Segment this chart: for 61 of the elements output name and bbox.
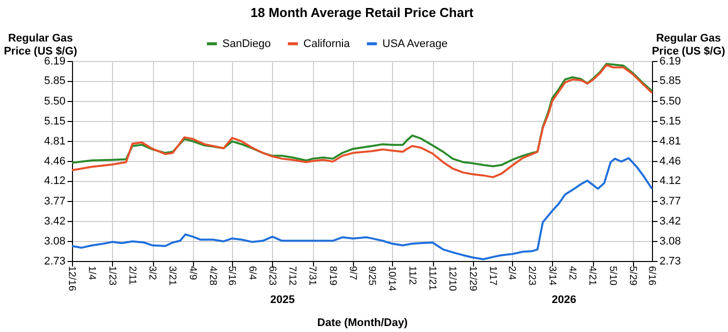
- legend-label: SanDiego: [222, 38, 271, 50]
- y-tick-label: 4.12: [44, 175, 66, 188]
- x-tick-label: 5/29: [626, 266, 638, 286]
- x-tick-label: 11/21: [426, 266, 438, 291]
- x-tick-label: 12/29: [466, 266, 478, 292]
- x-tick-label: 11/2: [406, 266, 418, 286]
- y-axis-title: Regular Gas Price (US $/G): [4, 32, 78, 58]
- y2-tick-label: 6.19: [660, 56, 681, 68]
- text: 2025: [270, 294, 295, 306]
- x-tick-label: 9/7: [346, 266, 358, 280]
- x-tick-label: 3/14: [546, 266, 558, 286]
- x-tick-label: 10/14: [386, 266, 398, 292]
- y2-tick-label: 4.12: [660, 175, 681, 188]
- x-tick-label: 12/10: [446, 266, 458, 292]
- x-tick-label: 6/4: [246, 266, 258, 280]
- x-tick-label: 7/12: [286, 266, 298, 286]
- x-tick-label: 8/19: [326, 266, 338, 286]
- x-tick-label: 2/11: [126, 266, 138, 286]
- x-tick-label: 2/4: [506, 266, 518, 280]
- x-tick-label: 4/21: [586, 266, 598, 286]
- x-tick-label: 4/2: [566, 266, 578, 280]
- y2-tick-label: 5.50: [660, 95, 681, 108]
- y2-tick-label: 3.77: [660, 195, 681, 208]
- y-tick-label: 6.19: [44, 56, 66, 68]
- x-tick-label: 3/2: [146, 266, 158, 280]
- y-tick-label: 3.42: [44, 216, 66, 228]
- x-tick-label: 7/31: [306, 266, 318, 286]
- y2-tick-label: 5.15: [660, 116, 681, 128]
- y2-tick-label: 4.81: [660, 135, 681, 148]
- legend-label: California: [303, 38, 351, 50]
- x-tick-label: 1/4: [86, 266, 98, 280]
- y2-tick-label: 3.08: [660, 235, 681, 248]
- y-tick-label: 5.50: [44, 95, 66, 108]
- y-tick-label: 4.81: [44, 135, 66, 148]
- x-tick-label: 1/17: [486, 266, 498, 286]
- y2-tick-label: 4.46: [660, 156, 681, 168]
- x-tick-label: 5/10: [606, 266, 618, 286]
- x-tick-label: 1/23: [106, 266, 118, 286]
- x-tick-label: 6/16: [646, 266, 657, 286]
- y2-tick-label: 2.73: [660, 256, 681, 268]
- x-tick-label: 5/16: [226, 266, 238, 286]
- x-tick-label: 12/16: [66, 266, 77, 292]
- chart-title: 18 Month Average Retail Price Chart: [250, 5, 474, 20]
- y2-tick-label: 5.85: [660, 75, 681, 88]
- y-tick-label: 5.15: [44, 116, 66, 128]
- legend-label: USA Average: [382, 38, 448, 50]
- x-tick-label: 6/23: [266, 266, 278, 286]
- x-tick-label: 4/28: [207, 266, 218, 286]
- y2-tick-label: 3.42: [660, 216, 681, 228]
- x-tick-label: 3/21: [166, 266, 178, 286]
- y-tick-label: 3.77: [44, 195, 66, 208]
- x-tick-label: 2/23: [526, 266, 538, 286]
- x-tick-label: 9/25: [366, 266, 378, 286]
- y-tick-label: 3.08: [44, 235, 66, 248]
- y-tick-label: 2.73: [44, 256, 66, 268]
- y2-axis-title: Regular Gas Price (US $/G): [652, 32, 726, 58]
- y-tick-label: 5.85: [44, 75, 66, 88]
- text: 2026: [552, 294, 576, 306]
- x-axis-title: Date (Month/Day): [317, 317, 408, 329]
- x-tick-label: 4/9: [186, 266, 198, 280]
- y-tick-label: 4.46: [44, 156, 66, 168]
